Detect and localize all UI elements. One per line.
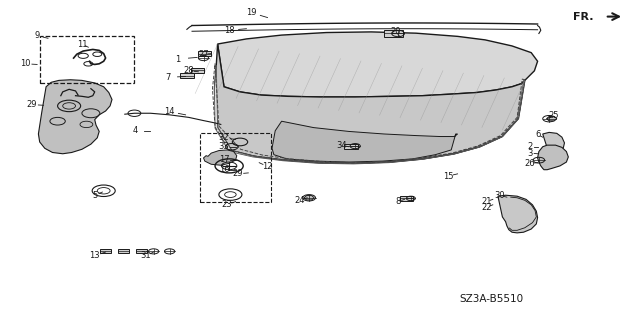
Text: 6: 6 bbox=[535, 130, 540, 139]
Text: 25: 25 bbox=[548, 111, 559, 120]
Text: 7: 7 bbox=[165, 73, 170, 82]
Polygon shape bbox=[541, 132, 564, 158]
Polygon shape bbox=[498, 195, 538, 233]
Text: 13: 13 bbox=[90, 251, 100, 260]
FancyBboxPatch shape bbox=[384, 30, 403, 37]
Text: 33: 33 bbox=[219, 142, 229, 151]
Polygon shape bbox=[272, 121, 458, 162]
Text: SZ3A-B5510: SZ3A-B5510 bbox=[460, 294, 524, 304]
Text: 24: 24 bbox=[294, 196, 305, 205]
Text: 28: 28 bbox=[184, 66, 194, 75]
Polygon shape bbox=[214, 65, 525, 164]
Polygon shape bbox=[218, 32, 538, 97]
Text: 1: 1 bbox=[175, 55, 180, 63]
FancyBboxPatch shape bbox=[100, 249, 111, 253]
Text: 29: 29 bbox=[233, 169, 243, 178]
Text: 3: 3 bbox=[527, 149, 532, 158]
FancyBboxPatch shape bbox=[136, 249, 147, 253]
FancyBboxPatch shape bbox=[191, 68, 204, 73]
FancyBboxPatch shape bbox=[118, 249, 129, 253]
Text: 11: 11 bbox=[77, 40, 87, 48]
Text: 14: 14 bbox=[164, 107, 175, 116]
FancyBboxPatch shape bbox=[198, 51, 211, 56]
Text: 18: 18 bbox=[224, 26, 234, 35]
Text: 27: 27 bbox=[198, 50, 209, 59]
Polygon shape bbox=[214, 44, 525, 163]
Polygon shape bbox=[547, 116, 557, 121]
Text: 34: 34 bbox=[336, 141, 346, 150]
Text: 23: 23 bbox=[222, 200, 232, 209]
Text: 10: 10 bbox=[20, 59, 31, 68]
Text: 20: 20 bbox=[390, 27, 401, 36]
Polygon shape bbox=[204, 150, 237, 165]
Polygon shape bbox=[538, 145, 568, 170]
Text: 2: 2 bbox=[527, 142, 532, 151]
Text: 5: 5 bbox=[92, 191, 97, 200]
Polygon shape bbox=[304, 196, 314, 200]
Text: 30: 30 bbox=[494, 191, 504, 200]
Text: 4: 4 bbox=[133, 126, 138, 135]
Text: 22: 22 bbox=[481, 203, 492, 212]
Text: 31: 31 bbox=[141, 251, 151, 260]
FancyBboxPatch shape bbox=[344, 144, 358, 149]
Text: FR.: FR. bbox=[573, 11, 594, 22]
Text: 15: 15 bbox=[443, 172, 453, 181]
Text: 26: 26 bbox=[525, 159, 535, 168]
Text: 9: 9 bbox=[35, 31, 40, 40]
Text: 21: 21 bbox=[481, 197, 492, 206]
Text: 32: 32 bbox=[219, 133, 229, 142]
Text: 12: 12 bbox=[262, 162, 273, 171]
Text: 16: 16 bbox=[219, 165, 229, 174]
Text: 17: 17 bbox=[219, 155, 229, 164]
Text: 19: 19 bbox=[246, 8, 257, 17]
FancyBboxPatch shape bbox=[400, 196, 413, 201]
Text: 8: 8 bbox=[396, 197, 401, 206]
Text: 29: 29 bbox=[27, 100, 37, 109]
FancyBboxPatch shape bbox=[180, 73, 194, 78]
Polygon shape bbox=[38, 80, 112, 154]
